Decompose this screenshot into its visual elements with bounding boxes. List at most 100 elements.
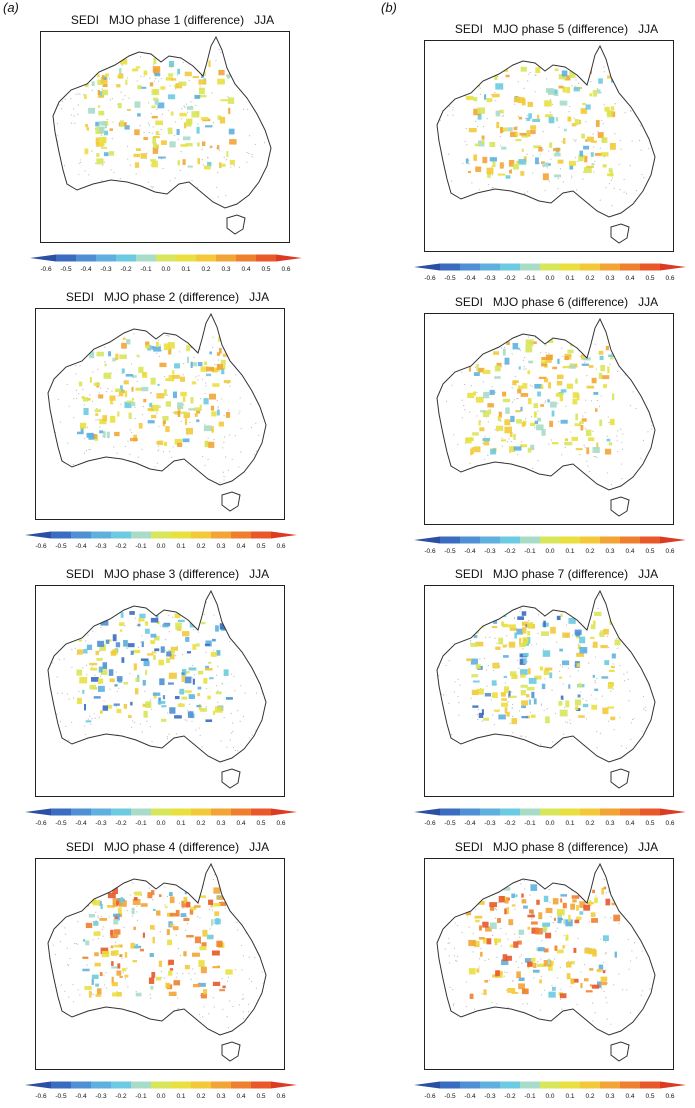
colorbar-tick-label: 0.5	[645, 820, 654, 827]
colorbar-tick-label: -0.6	[35, 543, 47, 550]
map-frame	[424, 313, 674, 525]
colorbar-tick-label: 0.0	[156, 820, 165, 827]
australia-map	[47, 589, 267, 789]
panel-title: SEDI MJO phase 7 (difference) JJA	[454, 567, 659, 581]
colorbar-tick-label: 0.2	[201, 266, 210, 273]
colorbar-tick-label: -0.5	[55, 543, 67, 550]
colorbar-tick-label: -0.1	[524, 1093, 536, 1100]
colorbar-tick-label: -0.3	[484, 275, 496, 282]
colorbar-tick-label: -0.5	[444, 548, 456, 555]
colorbar-tick-label: -0.2	[504, 548, 516, 555]
colorbar-tick-label: -0.4	[464, 820, 476, 827]
colorbar-tick-label: 0.0	[545, 820, 554, 827]
panel-title: SEDI MJO phase 5 (difference) JJA	[454, 22, 659, 36]
colorbar: -0.6 -0.5 -0.4 -0.3 -0.2 -0.1 0.0 0.1 0.2 0.3 0.4 0…	[412, 263, 688, 285]
panel-title: SEDI MJO phase 1 (difference) JJA	[70, 13, 275, 27]
colorbar-tick-label: 0.0	[545, 548, 554, 555]
colorbar-tick-label: -0.3	[95, 1093, 107, 1100]
panel-title: SEDI MJO phase 4 (difference) JJA	[65, 840, 270, 854]
colorbar-tick-label: 0.1	[565, 820, 574, 827]
colorbar-tick-label: -0.4	[75, 543, 87, 550]
panel-title: SEDI MJO phase 2 (difference) JJA	[65, 290, 270, 304]
colorbar-tick-label: 0.6	[276, 820, 285, 827]
colorbar-tick-label: -0.1	[140, 266, 152, 273]
colorbar-tick-label: -0.4	[75, 1093, 87, 1100]
colorbar-tick-label: -0.2	[115, 1093, 127, 1100]
colorbar-tick-label: 0.0	[545, 1093, 554, 1100]
colorbar-tick-label: -0.3	[484, 548, 496, 555]
colorbar-tick-label: -0.2	[115, 543, 127, 550]
colorbar-tick-label: -0.2	[504, 1093, 516, 1100]
colorbar-tick-label: -0.5	[60, 266, 72, 273]
colorbar-tick-label: 0.2	[196, 1093, 205, 1100]
colorbar-tick-label: 0.5	[645, 1093, 654, 1100]
colorbar-tick-label: 0.1	[565, 275, 574, 282]
colorbar-tick-label: 0.5	[256, 1093, 265, 1100]
panel-title: SEDI MJO phase 8 (difference) JJA	[454, 840, 659, 854]
colorbar: -0.6 -0.5 -0.4 -0.3 -0.2 -0.1 0.0 0.1 0.2 0.3 0.4 0…	[23, 1081, 299, 1103]
colorbar-tick-label: 0.4	[625, 820, 634, 827]
colorbar-tick-label: -0.4	[464, 275, 476, 282]
colorbar-tick-label: 0.0	[161, 266, 170, 273]
map-frame	[40, 31, 290, 243]
map-frame	[35, 858, 285, 1070]
colorbar-tick-label: 0.3	[216, 820, 225, 827]
colorbar-tick-label: 0.4	[625, 275, 634, 282]
colorbar-tick-label: -0.4	[75, 820, 87, 827]
australia-map	[436, 317, 656, 517]
colorbar-tick-label: 0.5	[256, 543, 265, 550]
colorbar-tick-label: 0.3	[605, 820, 614, 827]
colorbar-tick-label: -0.3	[95, 543, 107, 550]
colorbar: -0.6 -0.5 -0.4 -0.3 -0.2 -0.1 0.0 0.1 0.2 0.3 0.4 0…	[28, 254, 304, 276]
colorbar-tick-label: -0.5	[444, 820, 456, 827]
colorbar: -0.6 -0.5 -0.4 -0.3 -0.2 -0.1 0.0 0.1 0.2 0.3 0.4 0…	[412, 808, 688, 830]
colorbar-tick-label: -0.1	[135, 1093, 147, 1100]
colorbar-tick-label: 0.2	[585, 275, 594, 282]
colorbar-tick-label: -0.5	[444, 275, 456, 282]
panel-title: SEDI MJO phase 6 (difference) JJA	[454, 295, 659, 309]
colorbar-tick-label: 0.5	[261, 266, 270, 273]
colorbar-tick-label: -0.5	[55, 1093, 67, 1100]
colorbar-tick-label: 0.3	[605, 548, 614, 555]
australia-map	[436, 589, 656, 789]
colorbar-tick-label: -0.5	[444, 1093, 456, 1100]
colorbar-tick-label: -0.2	[504, 275, 516, 282]
colorbar-tick-label: 0.2	[585, 820, 594, 827]
colorbar-tick-label: 0.6	[665, 548, 674, 555]
colorbar-tick-label: -0.6	[424, 548, 436, 555]
colorbar-tick-label: -0.6	[424, 275, 436, 282]
colorbar-tick-label: -0.6	[35, 820, 47, 827]
colorbar-tick-label: 0.6	[665, 1093, 674, 1100]
colorbar-tick-label: -0.1	[524, 820, 536, 827]
map-frame	[35, 308, 285, 520]
australia-map	[52, 35, 272, 235]
colorbar-tick-label: 0.6	[276, 543, 285, 550]
australia-map	[436, 44, 656, 244]
colorbar-tick-label: 0.0	[545, 275, 554, 282]
colorbar-tick-label: -0.3	[95, 820, 107, 827]
colorbar-tick-label: 0.6	[665, 275, 674, 282]
colorbar-tick-label: 0.3	[216, 1093, 225, 1100]
colorbar-tick-label: 0.6	[665, 820, 674, 827]
colorbar-tick-label: 0.6	[281, 266, 290, 273]
colorbar: -0.6 -0.5 -0.4 -0.3 -0.2 -0.1 0.0 0.1 0.2 0.3 0.4 0…	[412, 1081, 688, 1103]
colorbar-tick-label: 0.4	[625, 1093, 634, 1100]
colorbar-tick-label: 0.4	[236, 820, 245, 827]
colorbar-tick-label: 0.4	[236, 1093, 245, 1100]
colorbar-tick-label: 0.4	[625, 548, 634, 555]
colorbar-tick-label: 0.5	[256, 820, 265, 827]
colorbar-tick-label: -0.4	[464, 548, 476, 555]
colorbar-tick-label: -0.2	[115, 820, 127, 827]
colorbar-tick-label: -0.1	[524, 275, 536, 282]
colorbar-tick-label: 0.0	[156, 1093, 165, 1100]
colorbar-tick-label: -0.3	[484, 1093, 496, 1100]
colorbar-tick-label: -0.6	[424, 820, 436, 827]
colorbar-tick-label: -0.2	[504, 820, 516, 827]
colorbar-tick-label: -0.4	[464, 1093, 476, 1100]
colorbar-tick-label: 0.1	[565, 548, 574, 555]
australia-map	[436, 862, 656, 1062]
map-frame	[424, 40, 674, 252]
colorbar-tick-label: 0.3	[216, 543, 225, 550]
colorbar: -0.6 -0.5 -0.4 -0.3 -0.2 -0.1 0.0 0.1 0.2 0.3 0.4 0…	[23, 531, 299, 553]
colorbar-tick-label: -0.2	[120, 266, 132, 273]
